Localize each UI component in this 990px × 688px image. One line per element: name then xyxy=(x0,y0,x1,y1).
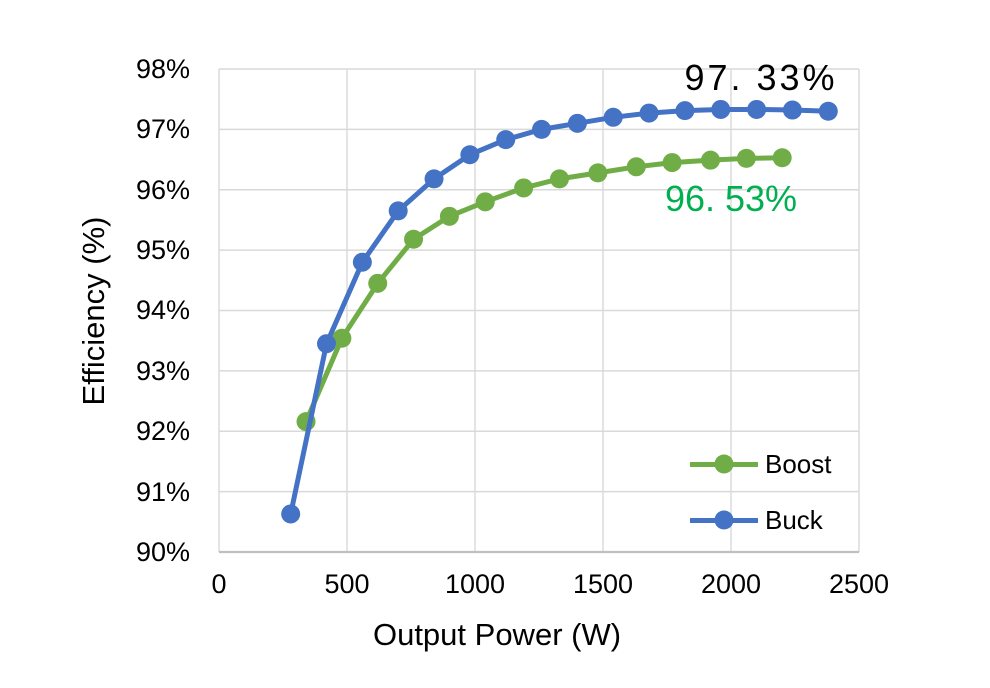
legend-item-buck: Buck xyxy=(690,503,832,537)
series-marker-boost xyxy=(662,153,682,173)
series-line-buck xyxy=(288,106,831,517)
series-marker-buck xyxy=(496,130,516,150)
legend-item-boost: Boost xyxy=(690,447,832,481)
series-marker-buck xyxy=(532,119,552,139)
series-marker-buck xyxy=(424,169,444,189)
legend-label-boost: Boost xyxy=(765,449,832,479)
buck-max-data-label: 97. 33% xyxy=(684,57,838,98)
legend: Boost Buck xyxy=(690,447,832,537)
series-marker-buck xyxy=(281,504,301,524)
series-marker-boost xyxy=(368,273,388,293)
series-marker-buck xyxy=(567,113,587,133)
x-tick-label: 1500 xyxy=(572,569,634,599)
series-marker-buck xyxy=(603,107,623,127)
series-marker-buck xyxy=(317,334,337,354)
series-marker-buck xyxy=(675,101,695,121)
y-tick-label: 97% xyxy=(135,114,190,144)
series-marker-buck xyxy=(388,201,408,221)
series-marker-buck xyxy=(711,99,731,119)
series-marker-boost xyxy=(588,163,608,183)
y-tick-label: 98% xyxy=(135,54,190,84)
series-marker-boost xyxy=(514,178,534,198)
series-marker-buck xyxy=(639,103,659,123)
boost-line-marker-icon xyxy=(690,454,758,474)
series-marker-buck xyxy=(782,100,802,120)
y-tick-label: 93% xyxy=(135,356,190,386)
y-tick-label: 91% xyxy=(135,477,190,507)
y-tick-label: 95% xyxy=(135,235,190,265)
series-marker-boost xyxy=(404,229,424,249)
series-marker-boost xyxy=(626,157,646,177)
series-marker-boost xyxy=(439,206,459,226)
series-marker-boost xyxy=(772,148,792,168)
series-marker-boost xyxy=(736,148,756,168)
y-tick-label: 94% xyxy=(135,295,190,325)
series-marker-buck xyxy=(460,145,480,165)
x-tick-label: 0 xyxy=(211,569,227,599)
series-marker-boost xyxy=(701,150,721,170)
boost-max-data-label: 96. 53% xyxy=(664,178,798,219)
x-tick-label: 1000 xyxy=(444,569,506,599)
y-tick-label: 90% xyxy=(135,537,190,567)
x-axis-title: Output Power (W) xyxy=(372,617,622,652)
y-tick-label: 96% xyxy=(135,175,190,205)
series-marker-buck xyxy=(747,99,767,119)
series-marker-boost xyxy=(475,192,495,212)
x-tick-label: 2500 xyxy=(828,569,890,599)
y-tick-label: 92% xyxy=(135,416,190,446)
series-marker-boost xyxy=(332,328,352,348)
series-marker-buck xyxy=(818,101,838,121)
buck-line-marker-icon xyxy=(690,510,758,530)
x-tick-label: 2000 xyxy=(700,569,762,599)
legend-label-buck: Buck xyxy=(765,505,823,535)
y-axis-title: Efficiency (%) xyxy=(76,216,111,406)
series-marker-buck xyxy=(352,252,372,272)
x-tick-label: 500 xyxy=(324,569,370,599)
series-marker-boost xyxy=(549,169,569,189)
